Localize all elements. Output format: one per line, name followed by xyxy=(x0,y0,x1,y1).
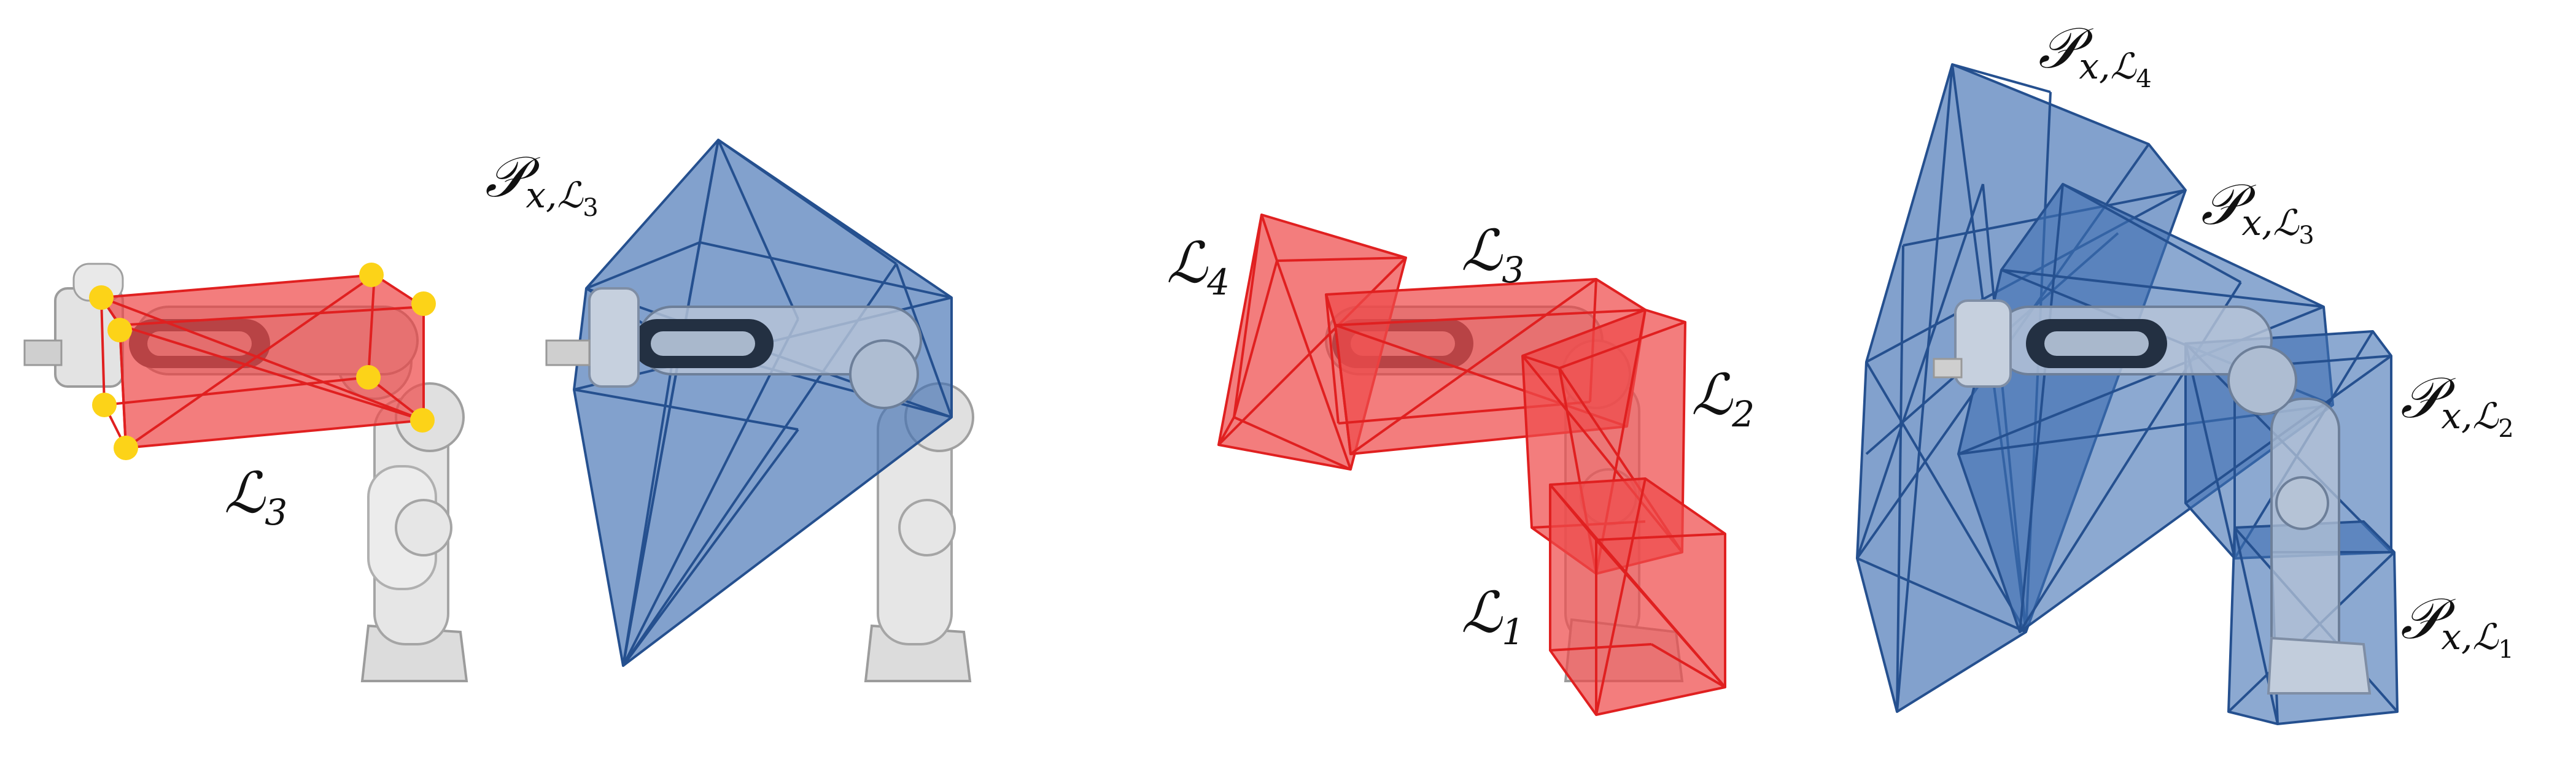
label-p3-a: 𝒫x,ℒ3 xyxy=(485,144,599,222)
label-l4-b: ℒ4 xyxy=(1166,230,1230,303)
corner-marker xyxy=(356,365,381,390)
label-p4-c: 𝒫x,ℒ4 xyxy=(2038,15,2152,93)
label-p3-c: 𝒫x,ℒ3 xyxy=(2201,172,2314,250)
corner-marker xyxy=(410,408,435,433)
label-l2-b: ℒ2 xyxy=(1691,362,1755,435)
red-box-l3-a xyxy=(100,274,425,449)
corner-marker xyxy=(89,285,114,310)
blue-hull-p3-c xyxy=(1957,183,2334,633)
label-p1-c: 𝒫x,ℒ1 xyxy=(2400,586,2514,664)
corner-marker xyxy=(411,291,436,316)
corner-marker xyxy=(359,263,384,287)
label-l1-b: ℒ1 xyxy=(1461,580,1524,653)
panel-a2-arm xyxy=(545,287,922,409)
box-corner-markers xyxy=(89,263,436,460)
panel-c-robot xyxy=(1933,299,2372,695)
label-l3-b: ℒ3 xyxy=(1461,218,1524,291)
corner-marker xyxy=(114,436,138,460)
corner-marker xyxy=(107,318,132,342)
corner-marker xyxy=(92,393,117,417)
red-box-l1 xyxy=(1549,477,1726,716)
label-p2-c: 𝒫x,ℒ2 xyxy=(2400,365,2514,443)
label-l3-a: ℒ3 xyxy=(224,460,287,533)
